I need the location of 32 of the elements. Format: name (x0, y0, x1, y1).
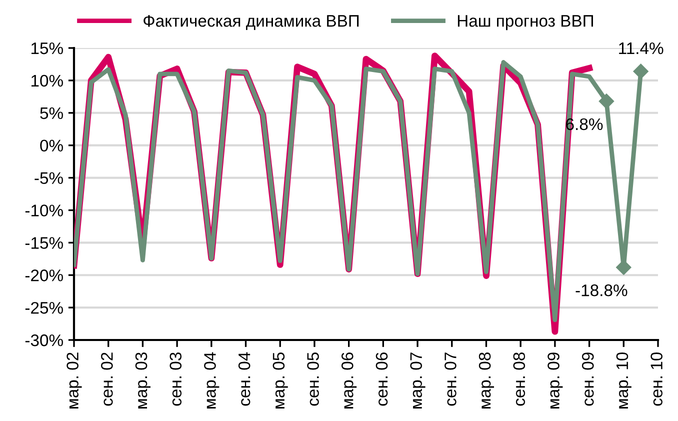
x-tick-label: мар. 10 (616, 352, 632, 408)
x-tick-label: сен. 08 (513, 352, 526, 406)
y-tick-label: 15% (31, 42, 63, 54)
x-tick-label: сен. 03 (170, 352, 182, 406)
y-tick-label: -5% (34, 172, 63, 184)
x-tick-label: мар. 03 (135, 352, 150, 408)
y-tick-label: -15% (25, 237, 63, 249)
y-tick-label: -20% (25, 270, 63, 282)
y-tick-label: -25% (25, 302, 63, 314)
data-label: -18.8% (576, 284, 628, 296)
x-tick-label: сен. 05 (307, 352, 319, 406)
x-tick-label: сен. 07 (444, 352, 456, 406)
legend-label: Фактическая динамика ВВП (144, 15, 359, 30)
x-tick-label: сен. 02 (101, 352, 113, 406)
x-tick-label: мар. 05 (272, 352, 288, 408)
x-tick-label: сен. 09 (582, 352, 594, 406)
x-tick-label: мар. 07 (410, 352, 426, 408)
y-tick-label: 0% (40, 140, 63, 152)
x-tick-label: мар. 02 (66, 352, 82, 408)
x-tick-label: мар. 08 (478, 352, 494, 408)
x-tick-label: мар. 06 (341, 352, 357, 408)
data-label: 11.4% (619, 42, 664, 54)
y-tick-label: -10% (25, 204, 63, 216)
x-tick-label: мар. 09 (548, 352, 563, 408)
x-tick-label: сен. 10 (650, 352, 662, 406)
legend-label: Наш прогноз ВВП (458, 15, 593, 30)
y-tick-label: 10% (31, 74, 63, 87)
y-tick-label: -30% (25, 334, 63, 346)
x-tick-label: сен. 04 (238, 352, 250, 406)
y-tick-label: 5% (40, 107, 63, 120)
x-tick-label: сен. 06 (376, 352, 388, 406)
x-tick-label: мар. 04 (204, 352, 220, 408)
